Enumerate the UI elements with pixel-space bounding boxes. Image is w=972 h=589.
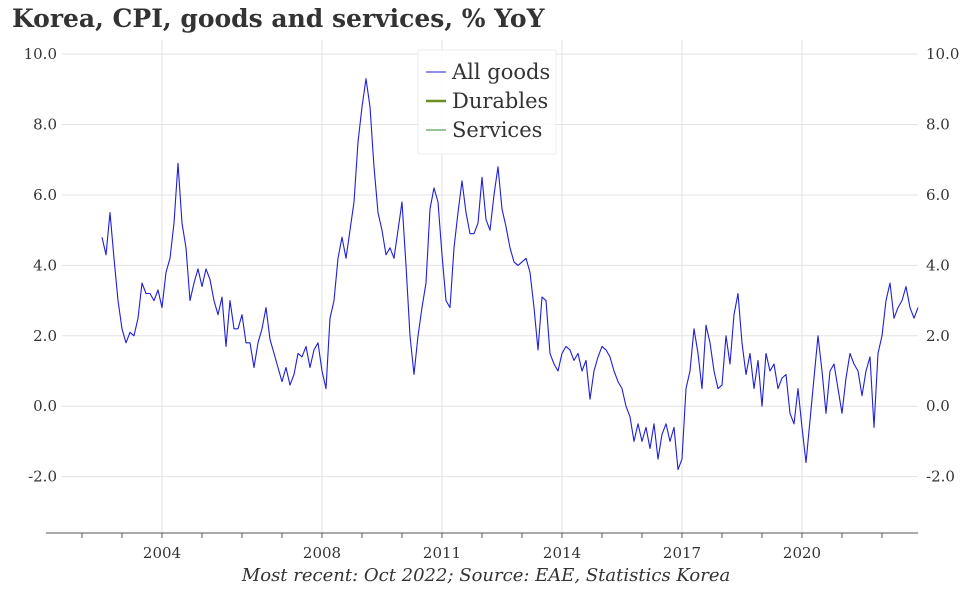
- y-tick-label-right: 10.0: [926, 45, 959, 63]
- axes: -2.0 -2.0 0.0 0.0 2.0 2.0 4.0 4.0 6.0 6.0 8.0 8.0 10…: [24, 45, 960, 562]
- x-tick-label: 2014: [543, 544, 581, 562]
- x-tick-label: 2004: [143, 544, 181, 562]
- series-line-all-goods: [101, 78, 919, 471]
- y-tick-label-left: 0.0: [33, 397, 57, 415]
- y-tick-label-right: -2.0: [926, 468, 955, 486]
- grid: [62, 40, 918, 533]
- x-tick-label: 2008: [303, 544, 341, 562]
- y-tick-label-left: 10.0: [24, 45, 57, 63]
- y-tick-label-right: 8.0: [926, 116, 950, 134]
- y-tick-label-left: -2.0: [28, 468, 57, 486]
- chart-footnote: Most recent: Oct 2022; Source: EAE, Stat…: [241, 565, 731, 586]
- legend-label: All goods: [451, 60, 550, 84]
- y-tick-label-left: 8.0: [33, 116, 57, 134]
- legend: All goods Durables Services: [417, 49, 557, 155]
- y-tick-label-right: 4.0: [926, 256, 950, 274]
- y-tick-label-left: 2.0: [33, 327, 57, 345]
- chart-title: Korea, CPI, goods and services, % YoY: [12, 4, 545, 33]
- legend-label: Durables: [452, 89, 548, 113]
- y-tick-label-right: 2.0: [926, 327, 950, 345]
- y-tick-label-right: 0.0: [926, 397, 950, 415]
- x-tick-label: 2017: [663, 544, 701, 562]
- series-lines: [101, 78, 919, 471]
- x-tick-label: 2011: [423, 544, 461, 562]
- legend-label: Services: [452, 118, 542, 142]
- y-tick-label-right: 6.0: [926, 186, 950, 204]
- y-tick-label-left: 6.0: [33, 186, 57, 204]
- y-tick-label-left: 4.0: [33, 256, 57, 274]
- x-tick-label: 2020: [783, 544, 821, 562]
